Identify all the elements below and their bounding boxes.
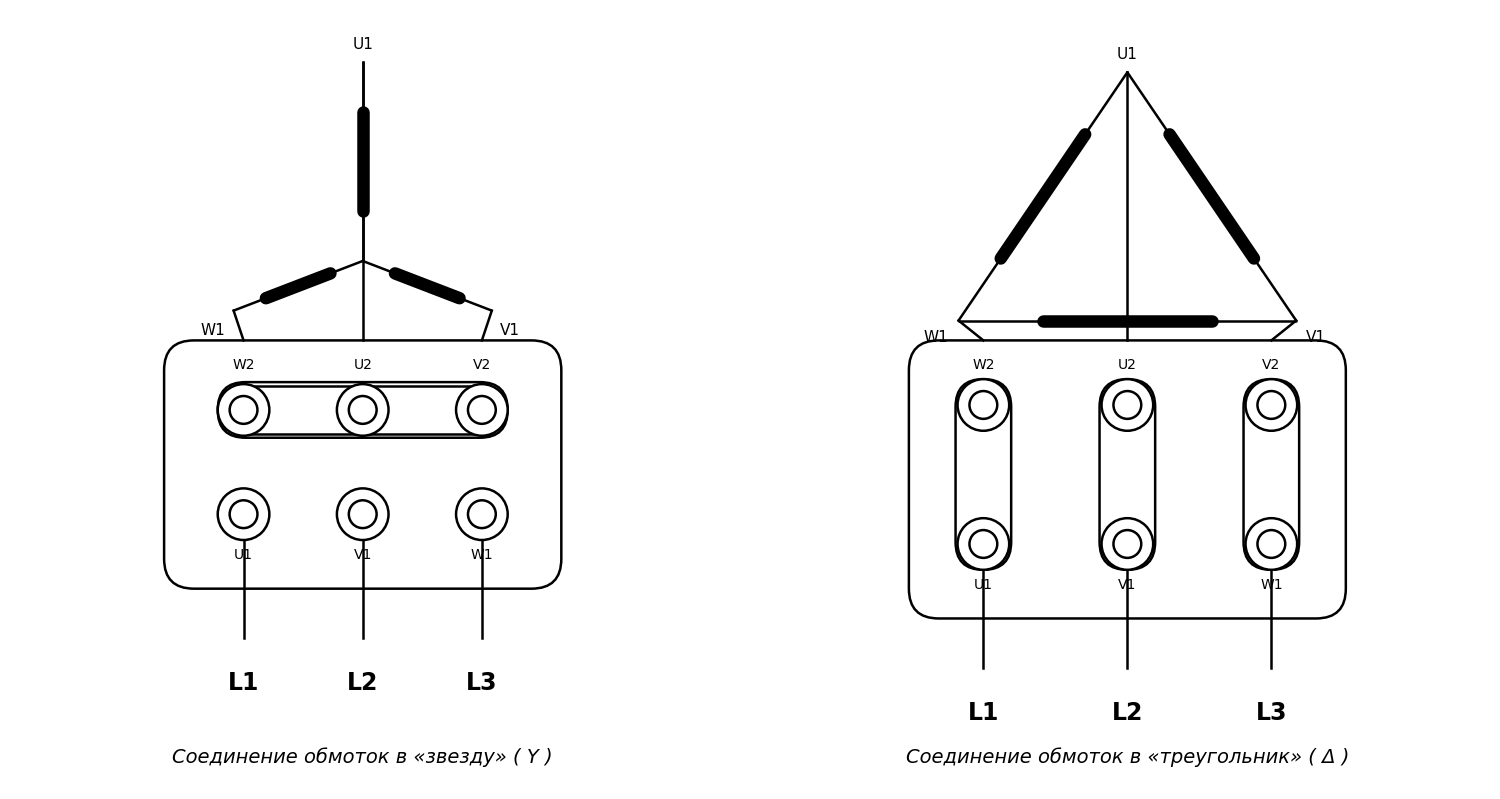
- Text: U1: U1: [974, 578, 993, 592]
- Text: W2: W2: [232, 358, 255, 372]
- Text: L3: L3: [1256, 701, 1287, 725]
- Circle shape: [338, 384, 388, 435]
- Text: L1: L1: [228, 671, 260, 695]
- Text: Соединение обмоток в «звезду» ( Y ): Соединение обмоток в «звезду» ( Y ): [172, 748, 554, 767]
- Circle shape: [1101, 519, 1154, 570]
- Text: U1: U1: [1118, 47, 1138, 62]
- Text: V1: V1: [1118, 578, 1137, 592]
- Circle shape: [456, 384, 507, 435]
- Text: V1: V1: [354, 548, 372, 562]
- Text: U1: U1: [234, 548, 254, 562]
- FancyBboxPatch shape: [1244, 380, 1299, 570]
- Text: W2: W2: [972, 358, 994, 372]
- Text: W1: W1: [201, 323, 225, 337]
- Text: L3: L3: [466, 671, 498, 695]
- Text: U1: U1: [352, 38, 374, 53]
- Text: W1: W1: [471, 548, 494, 562]
- Text: L2: L2: [346, 671, 378, 695]
- Text: Соединение обмоток в «треугольник» ( Δ ): Соединение обмоток в «треугольник» ( Δ ): [906, 748, 1348, 767]
- Circle shape: [456, 488, 507, 540]
- Text: W1: W1: [1260, 578, 1282, 592]
- Circle shape: [957, 519, 1010, 570]
- Circle shape: [1101, 380, 1154, 431]
- FancyBboxPatch shape: [909, 340, 1346, 618]
- Circle shape: [1245, 519, 1298, 570]
- Text: V1: V1: [1306, 331, 1326, 345]
- Text: V1: V1: [500, 323, 520, 337]
- FancyBboxPatch shape: [1100, 380, 1155, 570]
- Circle shape: [338, 488, 388, 540]
- Text: L1: L1: [968, 701, 999, 725]
- Circle shape: [1245, 380, 1298, 431]
- Circle shape: [217, 384, 270, 435]
- Text: L2: L2: [1112, 701, 1143, 725]
- FancyBboxPatch shape: [164, 340, 561, 589]
- FancyBboxPatch shape: [217, 382, 507, 438]
- Circle shape: [957, 380, 1010, 431]
- Text: U2: U2: [1118, 358, 1137, 372]
- Text: W1: W1: [924, 331, 948, 345]
- Text: V2: V2: [1262, 358, 1281, 372]
- Text: U2: U2: [354, 358, 372, 372]
- FancyBboxPatch shape: [956, 380, 1011, 570]
- Text: V2: V2: [472, 358, 490, 372]
- Circle shape: [217, 488, 270, 540]
